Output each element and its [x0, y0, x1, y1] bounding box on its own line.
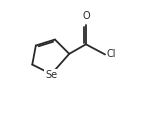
Text: Cl: Cl	[106, 49, 116, 59]
Text: Se: Se	[45, 70, 57, 80]
Text: O: O	[82, 11, 90, 21]
